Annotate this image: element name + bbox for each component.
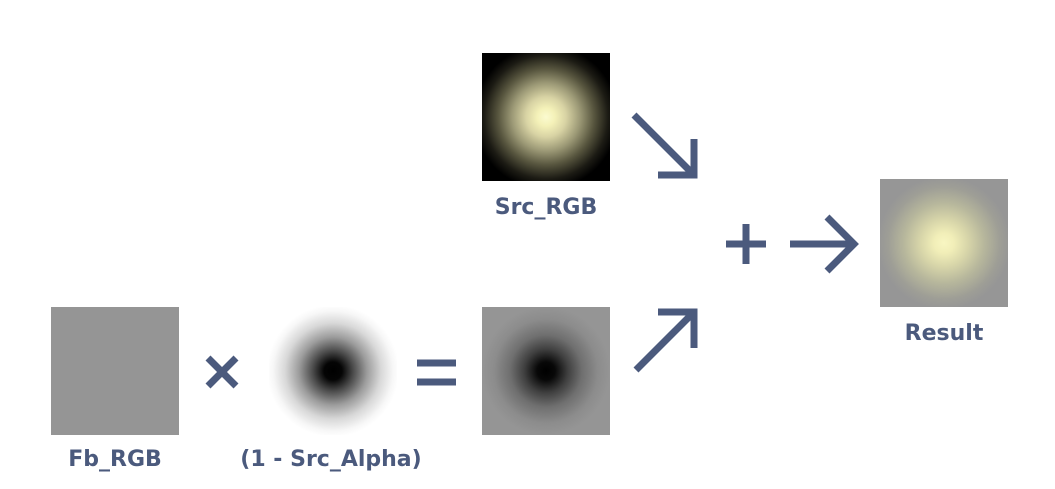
arrow-right-icon [790, 214, 859, 274]
product-tile [482, 307, 610, 435]
result-label: Result [904, 321, 984, 346]
src-rgb-tile [482, 53, 610, 181]
fb-rgb-label: Fb_RGB [68, 447, 162, 472]
src-rgb-label: Src_RGB [494, 195, 598, 220]
result-tile [880, 179, 1008, 307]
one-minus-src-alpha-tile [269, 307, 397, 435]
equals-operator-icon [417, 359, 456, 386]
fb-rgb-tile [51, 307, 179, 435]
one-minus-src-alpha-label: (1 - Src_Alpha) [240, 447, 422, 472]
multiply-operator-icon [205, 355, 239, 389]
plus-operator-icon [726, 224, 766, 264]
arrow-up-right-icon [633, 308, 698, 373]
arrow-down-right-icon [631, 112, 698, 179]
